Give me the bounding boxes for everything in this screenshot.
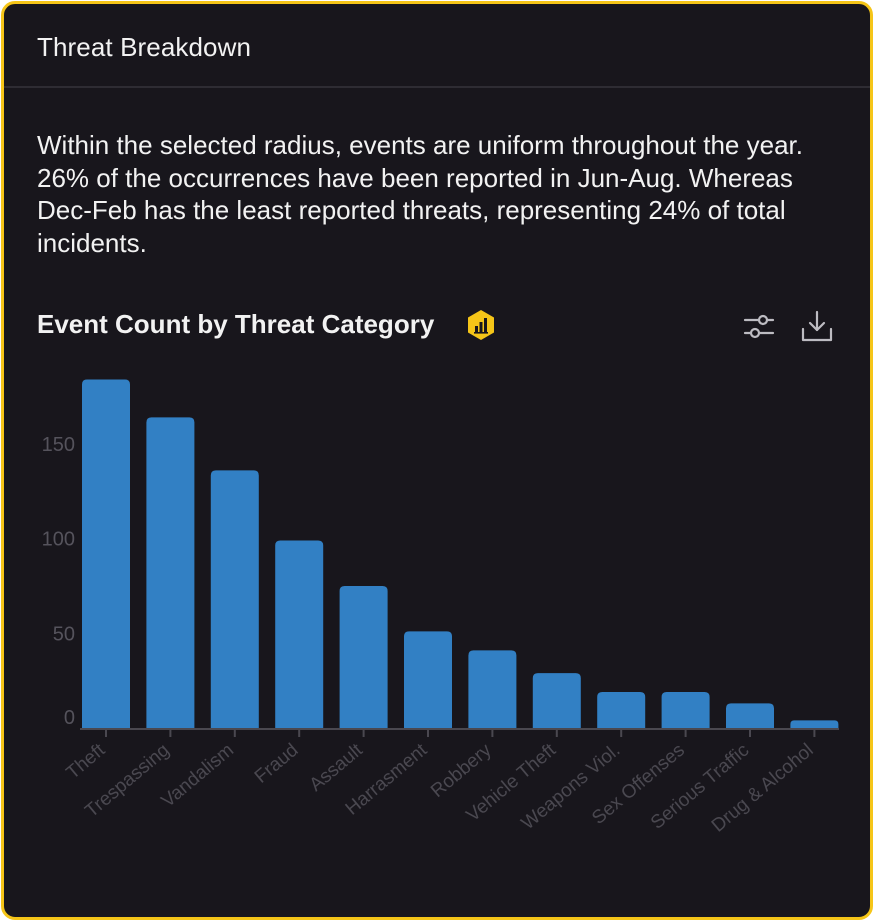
chart-title: Event Count by Threat Category <box>37 309 435 339</box>
sliders-icon[interactable] <box>741 309 777 345</box>
bar-weapons-viol[interactable] <box>597 692 646 728</box>
bar-chart-icon <box>468 310 494 340</box>
y-tick-label: 0 <box>64 707 75 729</box>
bar-vandalism[interactable] <box>210 470 259 728</box>
bar-chart-area: 0 50 100 150 Theft Trespassing Vandalism Fraud A… <box>4 354 870 894</box>
bar-vehicle-theft[interactable] <box>532 673 581 728</box>
card-header: Threat Breakdown <box>4 4 870 88</box>
card-title: Threat Breakdown <box>37 32 252 62</box>
bar-trespassing[interactable] <box>146 417 195 728</box>
bar-harrasment[interactable] <box>404 631 452 728</box>
x-tick-label: Assault <box>306 739 368 796</box>
x-tick-label: Fraud <box>251 740 303 788</box>
bar-serious-traffic[interactable] <box>726 703 774 728</box>
bar-drug-alcohol[interactable] <box>790 720 839 728</box>
y-tick-label: 150 <box>42 434 75 456</box>
bar-theft[interactable] <box>82 379 130 728</box>
summary-text: Within the selected radius, events are u… <box>37 130 803 258</box>
y-tick-label: 100 <box>42 529 75 551</box>
y-tick-label: 50 <box>53 623 75 645</box>
x-tick-label: Theft <box>63 739 110 783</box>
chart-header: Event Count by Threat Category <box>37 309 840 345</box>
bar-robbery[interactable] <box>468 650 517 728</box>
bar-sex-offenses[interactable] <box>661 692 710 728</box>
bar-fraud[interactable] <box>275 540 324 728</box>
bar-assault[interactable] <box>339 585 388 728</box>
x-tick-label: Vandalism <box>158 740 238 812</box>
download-icon[interactable] <box>799 309 835 345</box>
